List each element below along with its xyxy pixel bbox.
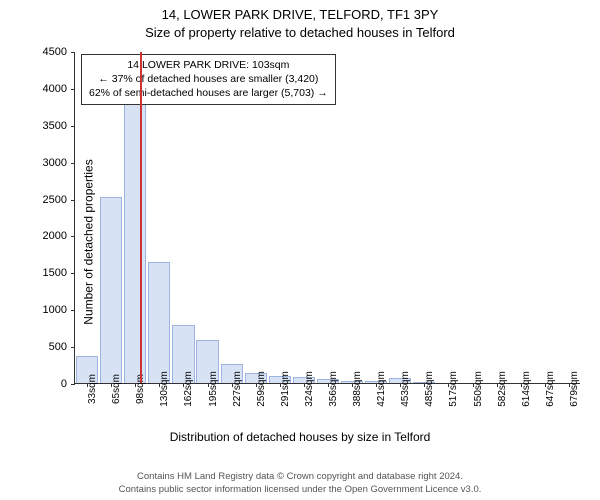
x-tick-label: 647sqm — [545, 371, 556, 407]
x-tick-label: 130sqm — [159, 371, 170, 407]
info-line-2: ← 37% of detached houses are smaller (3,… — [89, 72, 328, 86]
x-tick-label: 614sqm — [521, 371, 532, 407]
x-tick-label: 485sqm — [424, 371, 435, 407]
y-tick — [71, 89, 75, 90]
x-tick-label: 33sqm — [87, 374, 98, 404]
title-address: 14, LOWER PARK DRIVE, TELFORD, TF1 3PY — [0, 6, 600, 24]
y-tick — [71, 273, 75, 274]
histogram-bar — [148, 262, 170, 383]
x-tick-label: 388sqm — [352, 371, 363, 407]
x-tick-label: 356sqm — [328, 371, 339, 407]
x-tick-label: 582sqm — [497, 371, 508, 407]
x-tick-label: 679sqm — [569, 371, 580, 407]
x-tick-label: 227sqm — [232, 371, 243, 407]
y-tick — [71, 347, 75, 348]
x-tick-label: 421sqm — [376, 371, 387, 407]
x-tick-label: 65sqm — [111, 374, 122, 404]
footer-attribution: Contains HM Land Registry data © Crown c… — [0, 471, 600, 496]
info-box: 14 LOWER PARK DRIVE: 103sqm ← 37% of det… — [81, 54, 336, 105]
x-tick-label: 550sqm — [473, 371, 484, 407]
y-tick — [71, 384, 75, 385]
y-tick-label: 1000 — [43, 304, 67, 316]
y-tick-label: 4000 — [43, 83, 67, 95]
x-tick-label: 291sqm — [280, 371, 291, 407]
y-tick — [71, 236, 75, 237]
info-line-3: 62% of semi-detached houses are larger (… — [89, 86, 328, 100]
x-tick-label: 517sqm — [448, 371, 459, 407]
y-tick-label: 2000 — [43, 230, 67, 242]
chart-title-block: 14, LOWER PARK DRIVE, TELFORD, TF1 3PY S… — [0, 0, 600, 41]
y-tick-label: 1500 — [43, 267, 67, 279]
title-subtitle: Size of property relative to detached ho… — [0, 24, 600, 42]
y-tick — [71, 200, 75, 201]
x-tick-label: 259sqm — [256, 371, 267, 407]
y-tick — [71, 163, 75, 164]
histogram-bar — [124, 75, 146, 383]
y-tick-label: 3000 — [43, 157, 67, 169]
x-tick-label: 324sqm — [304, 371, 315, 407]
footer-line-1: Contains HM Land Registry data © Crown c… — [0, 471, 600, 483]
y-tick — [71, 52, 75, 53]
x-axis-label: Distribution of detached houses by size … — [0, 430, 600, 444]
x-tick-label: 195sqm — [208, 371, 219, 407]
y-tick-label: 2500 — [43, 194, 67, 206]
y-tick-label: 500 — [49, 341, 67, 353]
y-tick — [71, 126, 75, 127]
plot-area: 14 LOWER PARK DRIVE: 103sqm ← 37% of det… — [74, 52, 580, 384]
info-line-1: 14 LOWER PARK DRIVE: 103sqm — [89, 58, 328, 72]
footer-line-2: Contains public sector information licen… — [0, 484, 600, 496]
y-tick — [71, 310, 75, 311]
y-tick-label: 3500 — [43, 120, 67, 132]
y-tick-label: 0 — [61, 378, 67, 390]
x-tick-label: 162sqm — [183, 371, 194, 407]
marker-line — [140, 52, 142, 383]
chart-container: Number of detached properties 14 LOWER P… — [0, 44, 600, 440]
histogram-bar — [100, 197, 122, 383]
y-tick-label: 4500 — [43, 46, 67, 58]
x-tick-label: 453sqm — [400, 371, 411, 407]
